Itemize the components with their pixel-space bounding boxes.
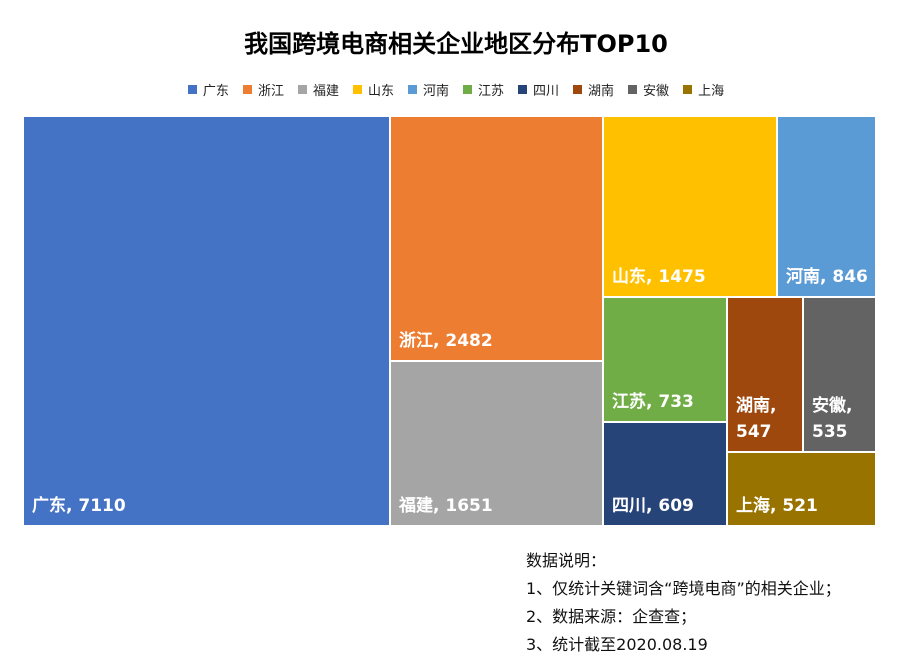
legend-label: 浙江 <box>257 84 284 99</box>
legend-swatch <box>683 85 693 94</box>
treemap-cell: 湖南, 547 <box>728 298 802 451</box>
legend-label: 四川 <box>533 84 560 99</box>
note-heading: 数据说明： <box>526 551 607 570</box>
data-label: 河南, 846 <box>786 267 868 287</box>
note-line: 2、数据来源：企查查； <box>526 607 697 626</box>
chart-title: 我国跨境电商相关企业地区分布TOP10 <box>244 30 668 58</box>
legend-item: 福建 <box>297 80 339 99</box>
note-line: 1、仅统计关键词含“跨境电商”的相关企业； <box>526 579 841 598</box>
legend-swatch <box>518 85 528 94</box>
data-label: 湖南, 547 <box>736 396 777 442</box>
data-label: 上海, 521 <box>736 496 818 516</box>
legend-item: 浙江 <box>242 80 284 99</box>
data-label: 四川, 609 <box>612 496 694 516</box>
legend-swatch <box>407 85 417 94</box>
treemap-cell: 福建, 1651 <box>391 362 602 525</box>
data-label: 山东, 1475 <box>612 267 706 287</box>
treemap-cell: 广东, 7110 <box>24 117 389 525</box>
treemap-cell: 安徽, 535 <box>804 298 875 451</box>
legend-label: 山东 <box>367 84 394 99</box>
legend-swatch <box>352 85 362 94</box>
data-label: 福建, 1651 <box>399 496 493 516</box>
legend-label: 上海 <box>698 84 725 99</box>
legend-item: 湖南 <box>573 80 614 99</box>
legend-item: 江苏 <box>463 80 504 99</box>
treemap-cell: 山东, 1475 <box>604 117 776 296</box>
treemap-cell: 浙江, 2482 <box>391 117 602 360</box>
legend-item: 上海 <box>683 80 724 99</box>
data-label: 安徽, 535 <box>812 396 853 442</box>
legend-label: 福建 <box>312 84 339 99</box>
legend-swatch <box>187 85 197 94</box>
treemap-cell: 江苏, 733 <box>604 298 726 421</box>
legend-swatch <box>573 85 583 94</box>
data-label: 江苏, 733 <box>612 392 694 412</box>
data-label: 浙江, 2482 <box>399 331 493 351</box>
treemap-cell: 河南, 846 <box>778 117 875 296</box>
legend-label: 江苏 <box>478 84 505 99</box>
note-line: 3、统计截至2020.08.19 <box>526 635 708 654</box>
data-label: 广东, 7110 <box>32 496 126 516</box>
treemap-cell: 上海, 521 <box>728 453 875 525</box>
legend-swatch <box>242 85 252 94</box>
legend-swatch <box>628 85 638 94</box>
legend: 广东 浙江 福建 山东 河南 江苏 四川 湖南 安徽 上海 <box>0 80 912 99</box>
legend-item: 安徽 <box>628 80 669 99</box>
legend-label: 安徽 <box>643 84 670 99</box>
legend-swatch <box>463 85 472 94</box>
legend-label: 广东 <box>202 84 229 99</box>
data-notes: 数据说明： 1、仅统计关键词含“跨境电商”的相关企业； 2、数据来源：企查查； … <box>526 547 841 659</box>
legend-item: 河南 <box>407 80 449 99</box>
legend-label: 湖南 <box>588 84 615 99</box>
legend-swatch <box>297 85 307 94</box>
legend-item: 广东 <box>187 80 229 99</box>
legend-item: 四川 <box>518 80 559 99</box>
legend-item: 山东 <box>352 80 394 99</box>
legend-label: 河南 <box>422 84 449 99</box>
treemap-cell: 四川, 609 <box>604 423 726 525</box>
